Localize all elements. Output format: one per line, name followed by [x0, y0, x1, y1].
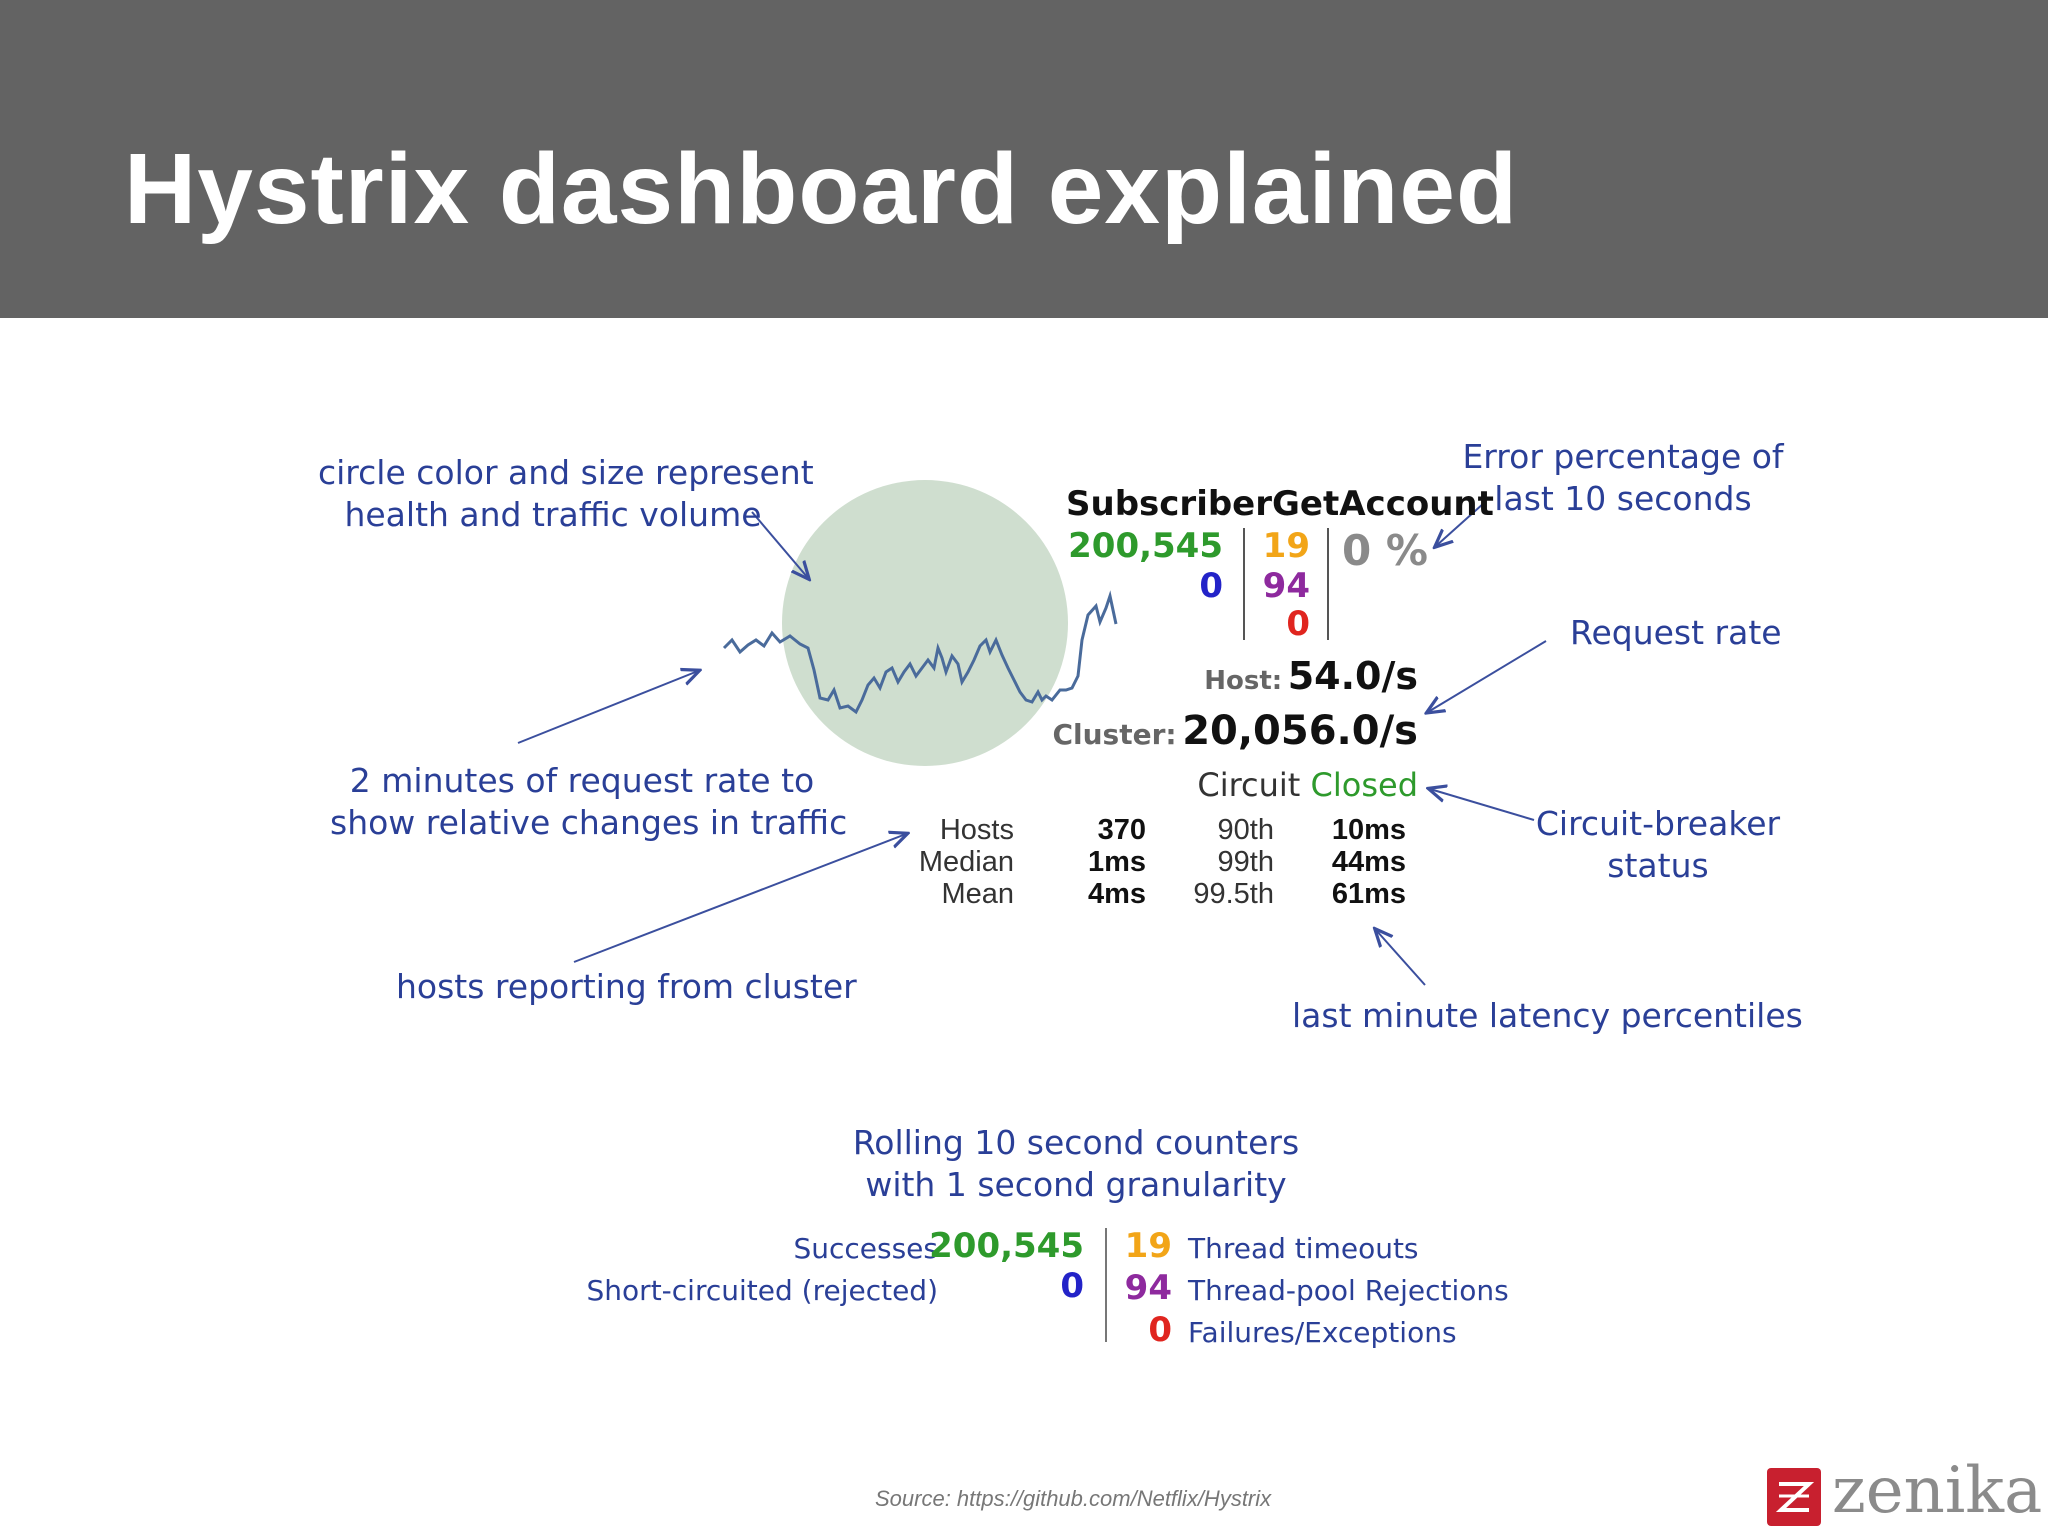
cluster-label: Cluster: [1052, 718, 1177, 751]
lat-label-mean: Mean [941, 878, 1014, 910]
annotation-request-rate: Request rate [1570, 613, 1782, 652]
lat-pct-995: 99.5th [1193, 878, 1274, 910]
annotation-circuit-line1: Circuit-breaker [1535, 804, 1781, 843]
arrow-sparkline [517, 671, 698, 744]
lat-value-median: 1ms [1087, 846, 1146, 878]
lat-pct-90-value: 10ms [1331, 814, 1406, 846]
lat-label-hosts: Hosts [939, 814, 1014, 846]
legend-failures-label: Failures/Exceptions [1188, 1316, 1457, 1349]
zenika-logo-text: zenika [1832, 1454, 2043, 1528]
arrow-error-pct [1436, 502, 1485, 546]
lat-pct-99: 99th [1217, 846, 1274, 878]
host-rate: 54.0/s [1287, 654, 1418, 698]
legend-rejections-value: 94 [1124, 1268, 1172, 1308]
circuit-status: Closed [1310, 766, 1418, 804]
annotation-error-line2: last 10 seconds [1494, 479, 1752, 518]
annotation-hosts: hosts reporting from cluster [396, 967, 857, 1006]
health-circle [782, 480, 1068, 766]
source-citation: Source: https://github.com/Netflix/Hystr… [875, 1486, 1272, 1511]
annotation-latency: last minute latency percentiles [1292, 996, 1803, 1035]
annotation-rolling: Rolling 10 second counters with 1 second… [826, 1122, 1326, 1206]
host-rate-row: Host: 54.0/s [1204, 654, 1418, 698]
rejection-count: 94 [1262, 566, 1310, 606]
annotation-circle-line1: circle color and size represent [318, 453, 814, 492]
zenika-logo-icon [1767, 1468, 1821, 1526]
command-name: SubscriberGetAccount [1066, 484, 1494, 524]
legend-successes-label: Successes [793, 1232, 938, 1265]
legend-rejections-label: Thread-pool Rejections [1188, 1274, 1509, 1307]
short-circuit-count: 0 [1199, 566, 1223, 606]
title-bar: Hystrix dashboard explained [0, 0, 2048, 318]
arrow-circuit [1430, 789, 1535, 821]
annotation-sparkline-line2: show relative changes in traffic [330, 803, 848, 842]
annotation-circle: circle color and size represent health a… [318, 452, 814, 536]
lat-value-hosts: 370 [1097, 814, 1146, 846]
failure-count: 0 [1286, 604, 1310, 644]
annotation-error-line1: Error percentage of [1462, 437, 1784, 476]
lat-pct-995-value: 61ms [1331, 878, 1406, 910]
zenika-mark-icon [1775, 1482, 1815, 1512]
annotation-sparkline-line1: 2 minutes of request rate to [349, 761, 815, 800]
timeout-count: 19 [1262, 526, 1310, 566]
annotation-sparkline: 2 minutes of request rate to show relati… [330, 760, 848, 844]
error-percentage: 0 % [1342, 526, 1428, 575]
host-label: Host: [1204, 666, 1283, 696]
lat-pct-90: 90th [1217, 814, 1274, 846]
circuit-status-row: Circuit Closed [1197, 766, 1418, 804]
annotation-rolling-line1: Rolling 10 second counters [852, 1123, 1300, 1162]
cluster-rate: 20,056.0/s [1182, 708, 1418, 754]
arrow-circle [751, 511, 808, 578]
legend-failures-value: 0 [1148, 1310, 1172, 1350]
slide-title: Hystrix dashboard explained [124, 133, 1519, 245]
legend-timeouts-value: 19 [1124, 1226, 1172, 1266]
annotation-circle-line2: health and traffic volume [344, 495, 762, 534]
arrow-latency [1376, 930, 1426, 986]
annotation-rolling-line2: with 1 second granularity [865, 1165, 1287, 1204]
annotation-error-percentage: Error percentage of last 10 seconds [1440, 436, 1806, 520]
annotation-circuit-breaker: Circuit-breaker status [1520, 803, 1796, 887]
annotation-circuit-line2: status [1607, 846, 1709, 885]
legend-successes-value: 200,545 [929, 1226, 1084, 1266]
lat-label-median: Median [918, 846, 1014, 878]
arrow-hosts [573, 834, 906, 963]
legend-short-value: 0 [1060, 1266, 1084, 1306]
legend-short-label: Short-circuited (rejected) [586, 1274, 938, 1307]
lat-pct-99-value: 44ms [1331, 846, 1406, 878]
legend-timeouts-label: Thread timeouts [1188, 1232, 1419, 1265]
request-rate-sparkline [722, 590, 1118, 715]
success-count: 200,545 [1068, 526, 1223, 566]
cluster-rate-row: Cluster: 20,056.0/s [1052, 708, 1418, 754]
circuit-label: Circuit [1197, 766, 1301, 804]
lat-value-mean: 4ms [1087, 878, 1146, 910]
arrow-request-rate [1428, 640, 1547, 712]
